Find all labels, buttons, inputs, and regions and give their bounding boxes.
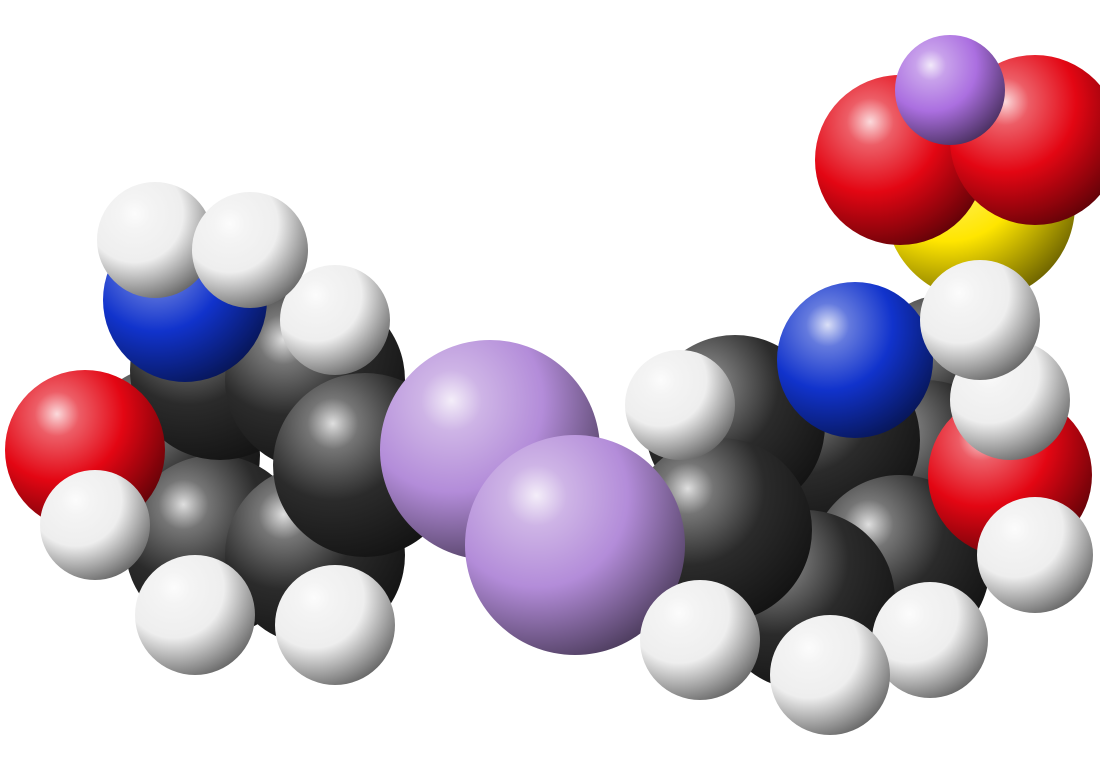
atom-h bbox=[192, 192, 308, 308]
atom-na bbox=[895, 35, 1005, 145]
atom-h bbox=[40, 470, 150, 580]
atom-h bbox=[135, 555, 255, 675]
molecule-canvas bbox=[0, 0, 1100, 758]
atom-h bbox=[920, 260, 1040, 380]
atom-h bbox=[770, 615, 890, 735]
atom-h bbox=[977, 497, 1093, 613]
atom-h bbox=[625, 350, 735, 460]
atom-h bbox=[640, 580, 760, 700]
atom-h bbox=[275, 565, 395, 685]
atom-n bbox=[777, 282, 933, 438]
